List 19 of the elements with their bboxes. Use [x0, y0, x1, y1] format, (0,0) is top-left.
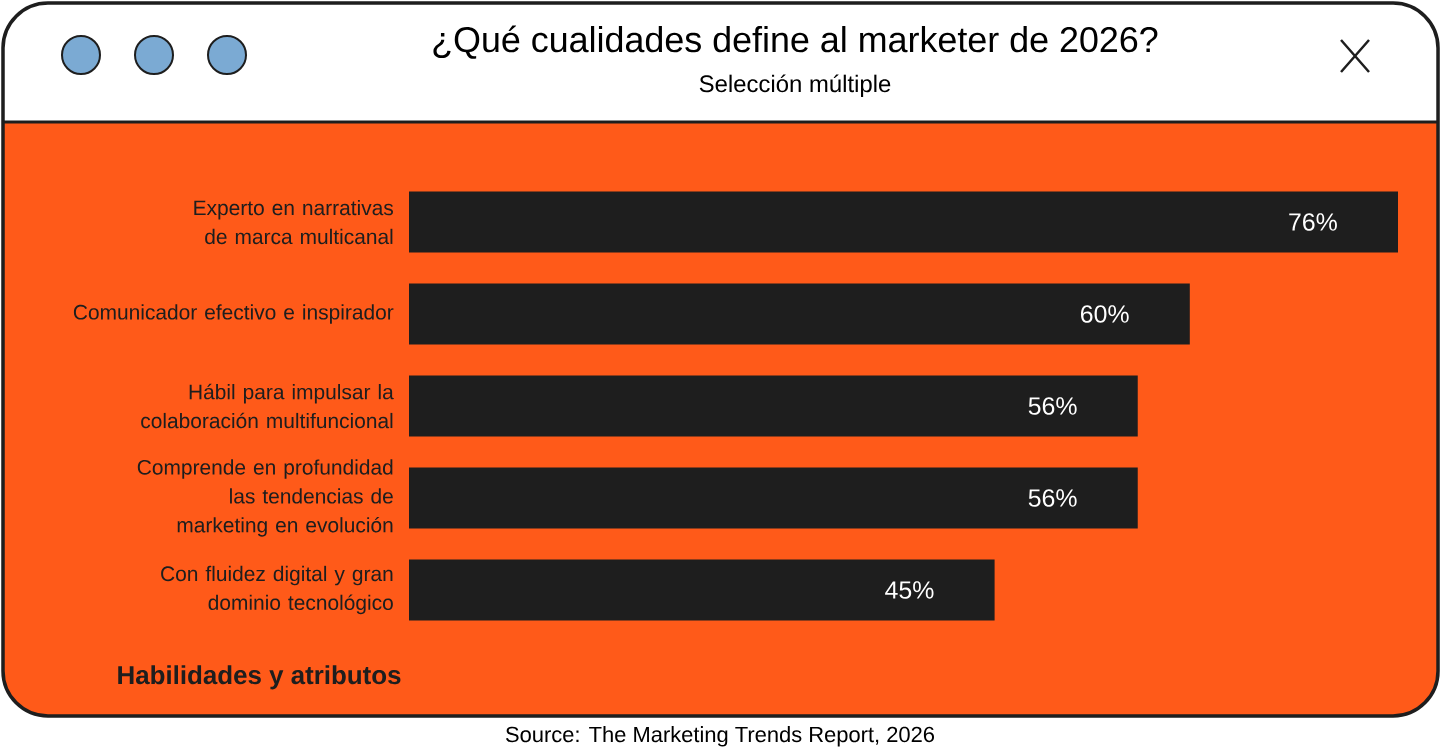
data-label: 45%: [885, 581, 934, 599]
bar: [409, 283, 1190, 345]
y-tick-label: Hábil para impulsar la colaboración multifuncional: [141, 383, 394, 429]
y-tick-label: Comunicador efectivo e inspirador: [73, 304, 394, 324]
y-tick-label: Con fluidez digital y gran dominio tecnológico: [161, 565, 393, 615]
bar: [409, 375, 1138, 437]
data-label: 56%: [1028, 397, 1077, 415]
y-tick-label: Experto en narrativas de marca multicanal: [194, 199, 393, 245]
bar: [409, 559, 995, 621]
bar: [409, 191, 1398, 253]
text: Habilidades y atributos: [118, 665, 401, 690]
chart-title: ¿Qué cualidades define al marketer de 2026?: [433, 25, 1158, 59]
data-label: 76%: [1289, 213, 1337, 231]
source-note: Source: The Marketing Trends Report, 2026: [505, 726, 935, 747]
data-label: 56%: [1028, 489, 1077, 507]
data-label: 60%: [1081, 305, 1129, 323]
y-tick-label: Comprende en profundidad las tendencias de marketing en evolución: [137, 459, 393, 537]
bar: [409, 467, 1138, 529]
chart-subtitle: Selección múltiple: [699, 74, 891, 97]
